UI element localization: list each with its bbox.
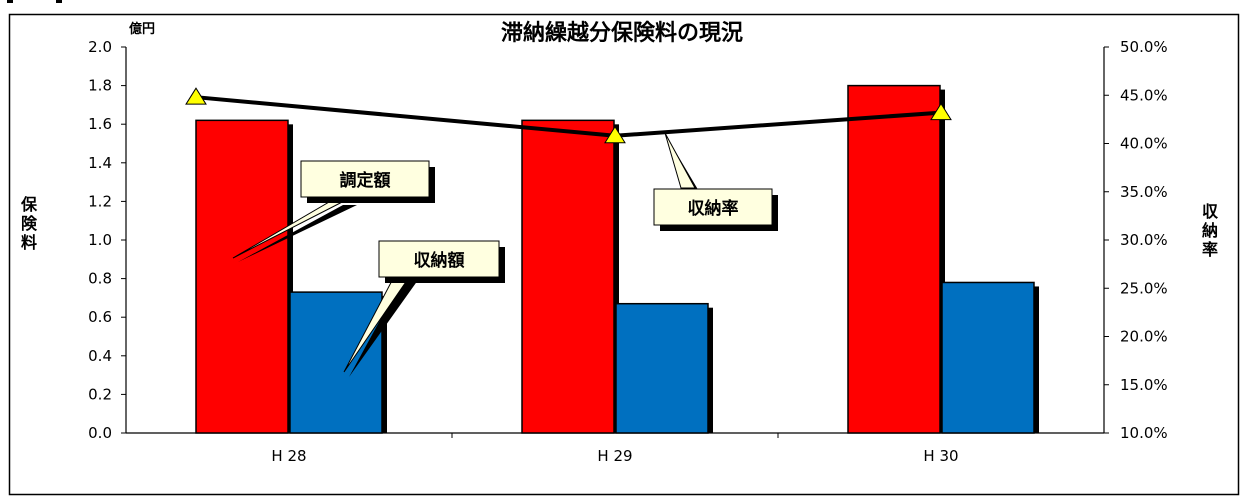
right-tick-label: 45.0% [1120,86,1168,104]
right-tick-label: 15.0% [1120,376,1168,394]
x-axis-ticks: H 28 H 29 H 30 [271,433,959,465]
bar [195,119,289,434]
right-tick-label: 10.0% [1120,424,1168,442]
chart-border [8,13,1240,496]
right-axis-title-char: 率 [1202,240,1218,259]
bar [521,119,615,434]
right-axis-title: 収納率 [1202,202,1219,259]
x-tick-label: H 29 [597,447,632,465]
left-axis-title-char: 保 [20,195,38,214]
callout-box [653,188,773,226]
left-axis-title-char: 険 [21,214,38,233]
left-tick-label: 1.4 [88,154,112,172]
line-marker [604,125,626,144]
right-axis-title-char: 収 [1202,202,1219,221]
left-tick-label: 0.0 [88,424,112,442]
right-tick-label: 30.0% [1120,231,1168,249]
right-tick-label: 20.0% [1120,328,1168,346]
left-tick-label: 1.2 [88,192,112,210]
left-tick-label: 1.6 [88,115,112,133]
left-axis-title-char: 料 [21,233,37,252]
left-axis-title: 保険料 [20,195,38,252]
callout-label: 調定額 [340,170,391,191]
left-tick-label: 1.0 [88,231,112,249]
left-tick-label: 0.2 [88,385,112,403]
x-tick-label: H 30 [923,447,958,465]
x-tick-label: H 28 [271,447,306,465]
callout-box [378,240,500,278]
left-tick-label: 2.0 [88,38,112,56]
corner-mark-left [7,0,13,3]
corner-mark-right [56,0,62,3]
bar-series [195,84,1039,434]
line-marker [930,102,952,121]
callout-pointer-shadow [238,205,357,262]
bar [615,302,709,434]
callout-shuunougaku: 収納額 [343,240,505,377]
callout-label: 収納率 [688,198,739,219]
line-path [195,95,942,138]
right-tick-label: 35.0% [1120,183,1168,201]
right-tick-label: 25.0% [1120,279,1168,297]
line-marker [185,87,207,105]
callout-chouteigaku: 調定額 [232,160,435,262]
right-tick-label: 40.0% [1120,135,1168,153]
left-tick-label: 0.8 [88,270,112,288]
callout-label: 収納額 [414,250,465,271]
callout-shuunouritsu: 収納率 [653,132,778,231]
bar [289,291,383,434]
bar [941,281,1035,434]
callout-pointer [664,132,696,189]
left-axis-ticks: 0.0 0.2 0.4 0.6 0.8 1.0 1.2 1.4 1.6 1.8 2.0 [88,38,126,442]
left-tick-label: 0.4 [88,347,112,365]
callout-pointer-shadow [349,280,418,377]
line-series [185,87,952,144]
chart-title: 滞納繰越分保険料の現況 [501,20,743,46]
right-tick-label: 50.0% [1120,38,1168,56]
callout-box [300,160,430,198]
left-tick-label: 0.6 [88,308,112,326]
right-axis-ticks: 10.0% 15.0% 20.0% 25.0% 30.0% 35.0% 40.0% 45.0%… [1104,38,1168,442]
right-axis-title-char: 納 [1202,221,1218,240]
left-tick-label: 1.8 [88,77,112,95]
bar [847,84,941,434]
left-axis-unit: 億円 [129,21,155,37]
